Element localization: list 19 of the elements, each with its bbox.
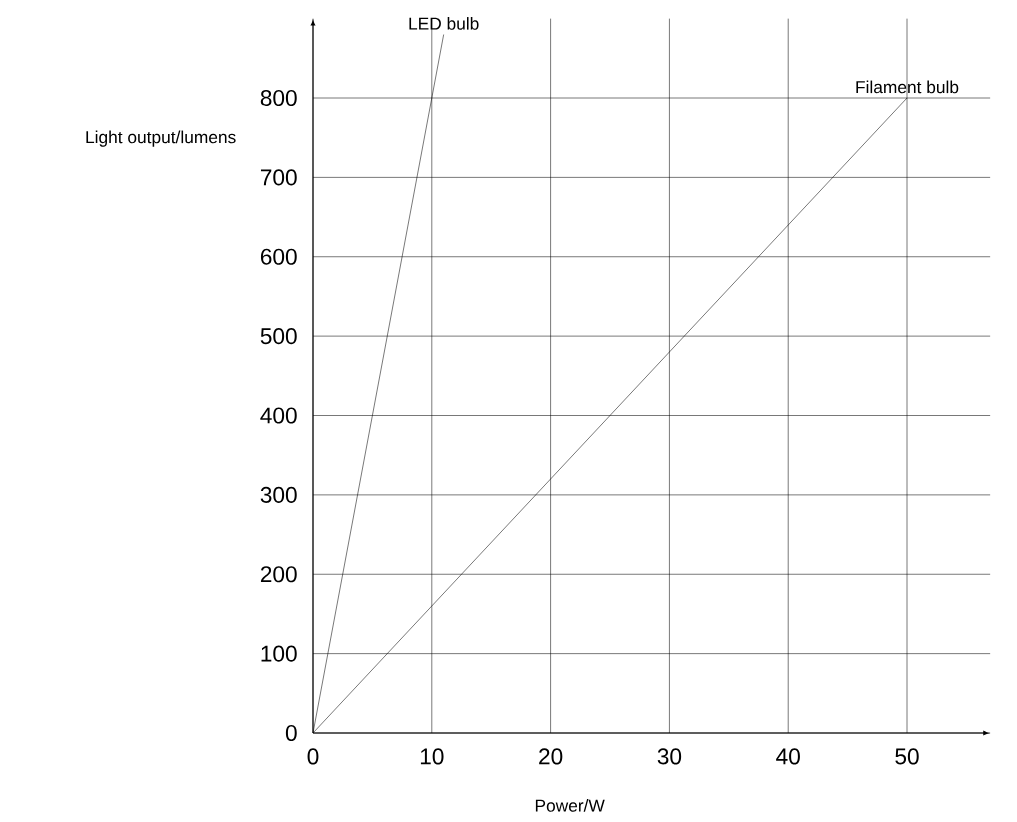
y-tick-label: 0 — [285, 724, 297, 742]
y-tick-label: 200 — [260, 566, 297, 583]
series-label: LED bulb — [409, 17, 479, 30]
x-tick-label: 50 — [895, 748, 919, 765]
y-tick-label: 500 — [260, 328, 297, 345]
series-label: Filament bulb — [856, 80, 959, 94]
y-axis-title: Light output/lumens — [86, 130, 236, 147]
x-tick-label: 10 — [420, 748, 444, 765]
y-tick-label: 700 — [260, 169, 297, 186]
x-axis-title: Power/W — [535, 799, 605, 812]
y-tick-label: 300 — [260, 486, 297, 503]
x-tick-label: 40 — [776, 748, 800, 765]
x-tick-label: 20 — [539, 748, 563, 765]
x-tick-label: 0 — [307, 748, 319, 765]
y-tick-label: 400 — [260, 407, 297, 424]
y-tick-label: 100 — [261, 645, 297, 662]
y-tick-label: 800 — [260, 89, 297, 107]
y-tick-label: 600 — [260, 248, 297, 265]
x-tick-label: 30 — [657, 748, 682, 765]
